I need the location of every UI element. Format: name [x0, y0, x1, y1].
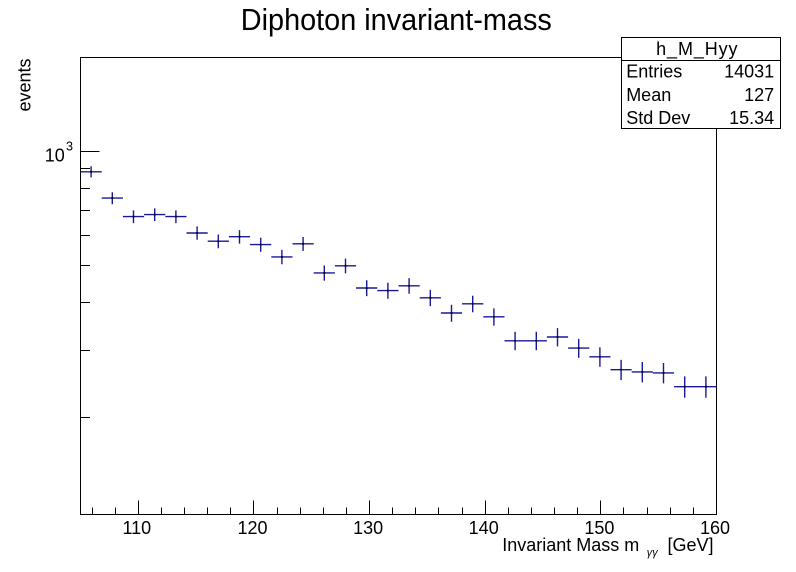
svg-text:15.34: 15.34	[729, 108, 774, 128]
svg-text:Entries: Entries	[626, 61, 687, 81]
svg-text:130: 130	[353, 518, 383, 538]
svg-text:120: 120	[237, 518, 267, 538]
svg-text:Std Dev: Std Dev	[626, 108, 695, 128]
svg-text:127: 127	[744, 85, 774, 105]
svg-text:[GeV]: [GeV]	[663, 535, 714, 555]
svg-text:events: events	[14, 58, 34, 111]
svg-text:10: 10	[45, 145, 65, 165]
svg-text:Mean: Mean	[626, 85, 676, 105]
svg-text:γγ: γγ	[647, 547, 658, 559]
svg-text:160: 160	[700, 518, 730, 538]
svg-text:140: 140	[469, 518, 499, 538]
svg-text:h_M_Hyy: h_M_Hyy	[656, 39, 738, 60]
svg-text:3: 3	[66, 140, 73, 154]
svg-text:110: 110	[122, 518, 151, 538]
svg-text:Invariant Mass m: Invariant Mass m	[502, 535, 639, 555]
svg-text:14031: 14031	[724, 61, 774, 81]
svg-text:150: 150	[584, 518, 614, 538]
svg-text:Diphoton invariant-mass: Diphoton invariant-mass	[241, 2, 552, 37]
